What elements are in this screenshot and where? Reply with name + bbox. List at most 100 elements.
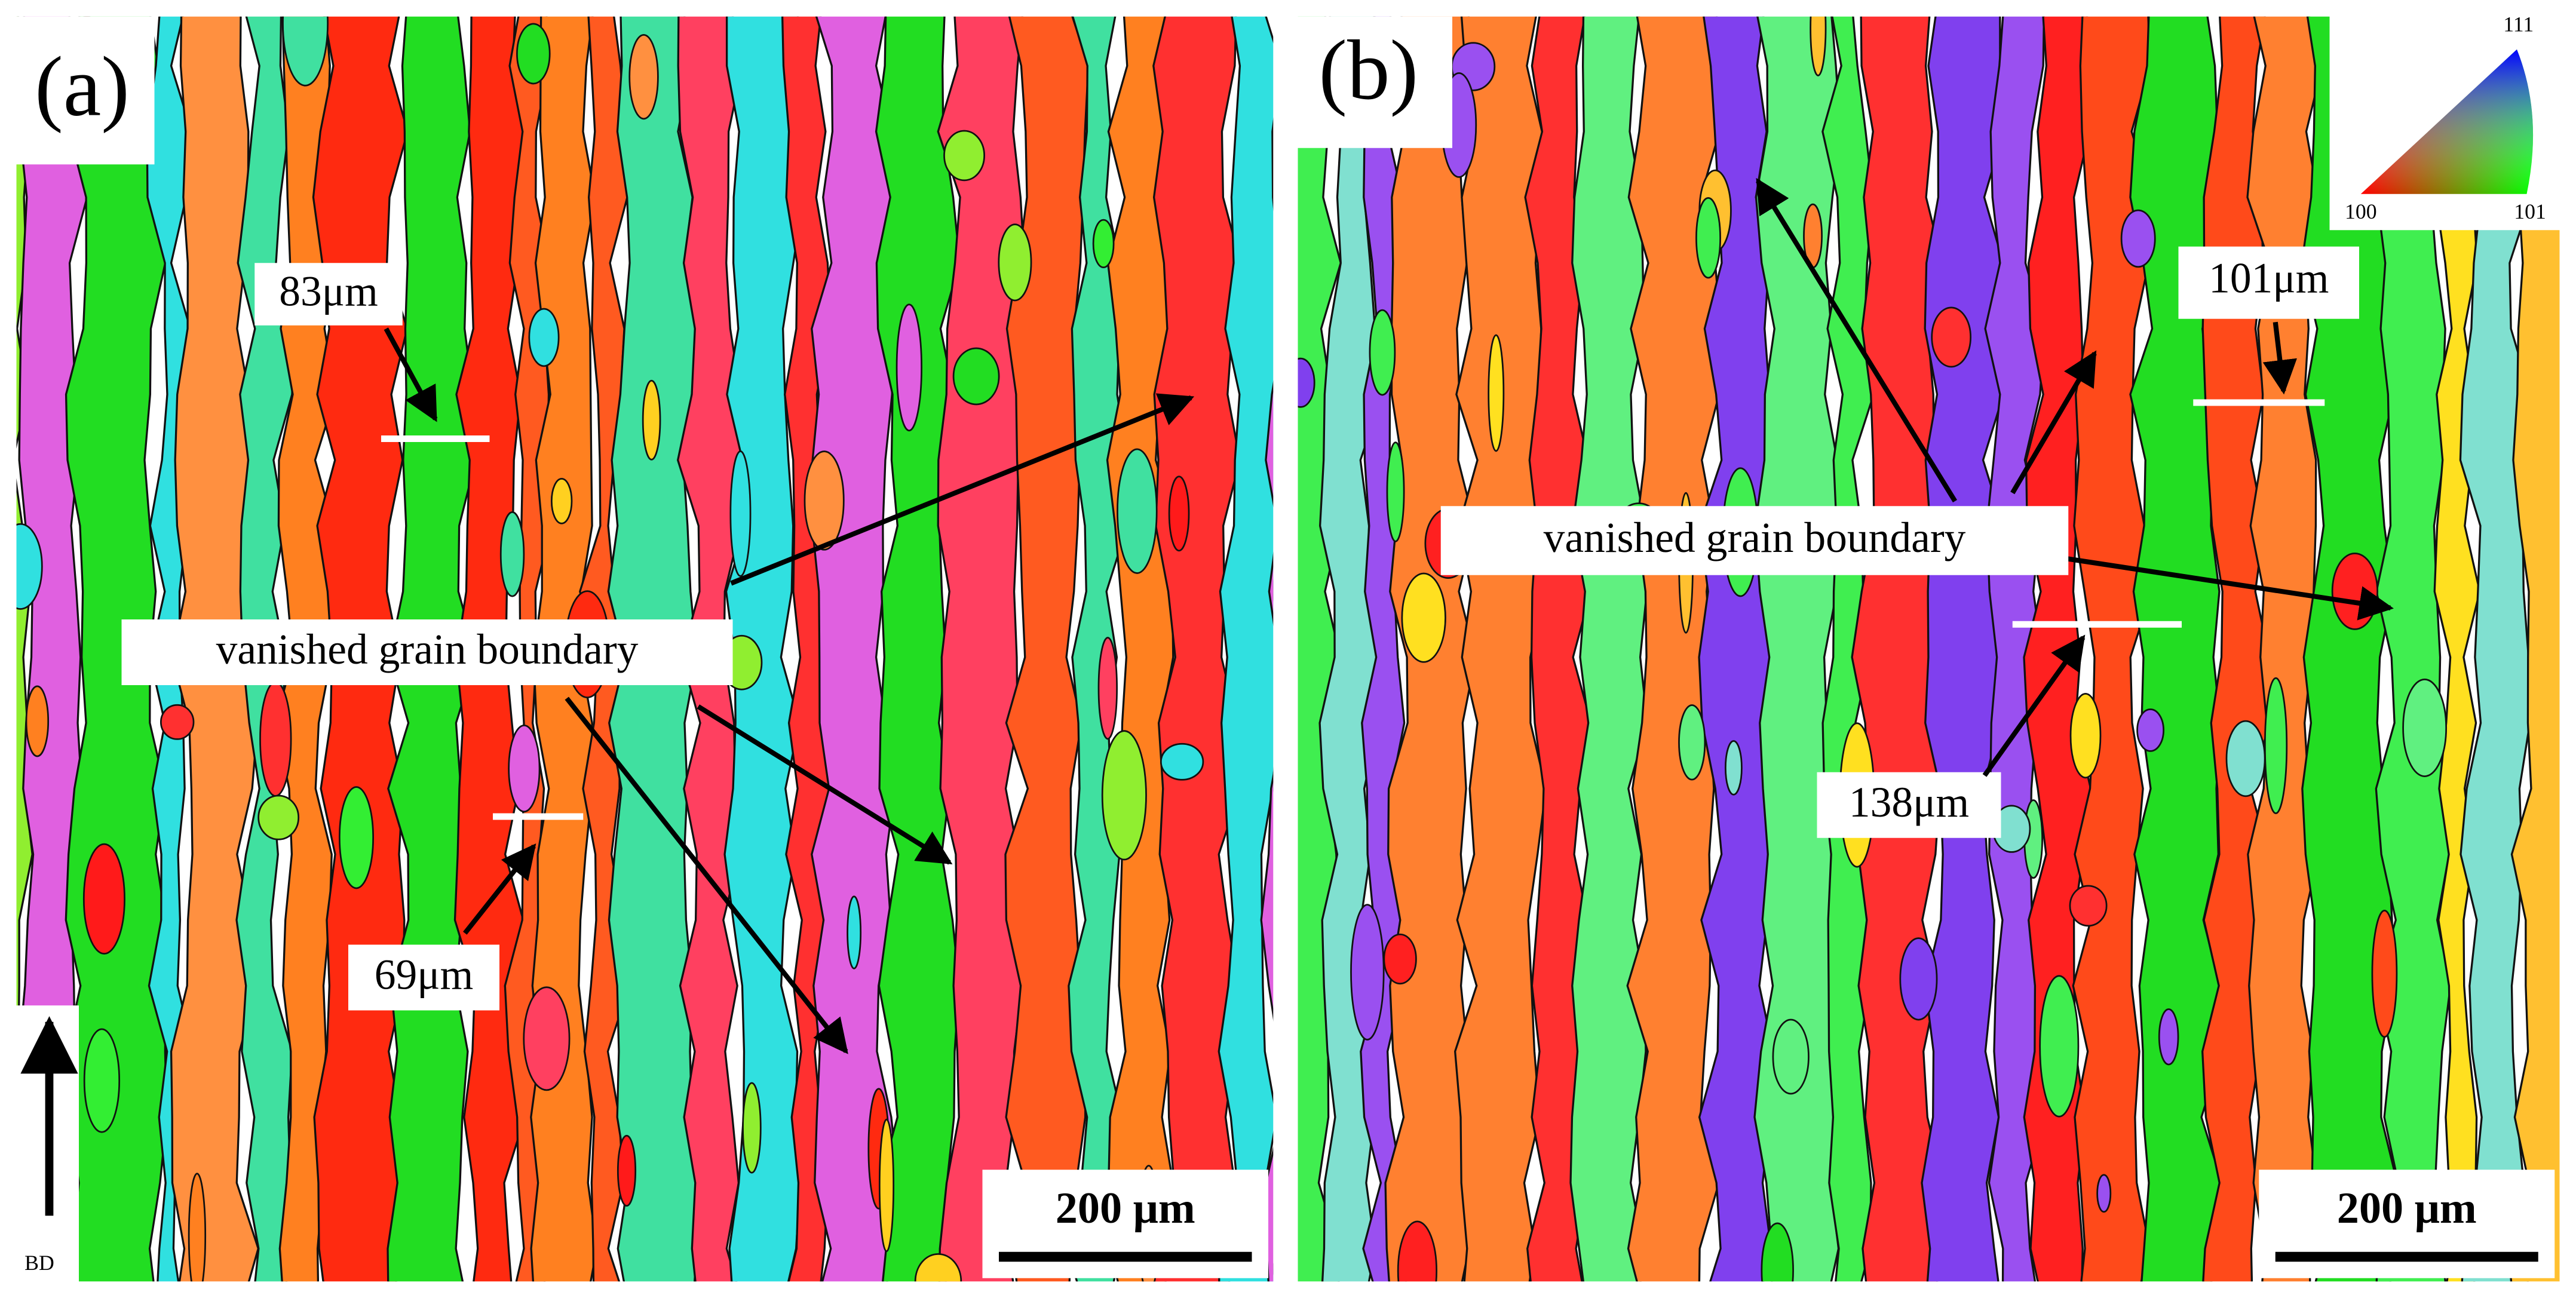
grain xyxy=(25,685,50,757)
grain xyxy=(1066,16,1128,1282)
ebsd-map-b xyxy=(1298,16,2560,1282)
arrow xyxy=(1982,634,2086,777)
grain xyxy=(2120,209,2156,268)
label-box xyxy=(1817,772,2001,838)
grain xyxy=(2136,708,2164,752)
grain xyxy=(952,347,1000,406)
grain xyxy=(83,1028,121,1133)
length-label: 138μm xyxy=(1849,779,1969,826)
grain xyxy=(1260,380,1274,1282)
length-label: 101μm xyxy=(2209,255,2329,302)
label-box xyxy=(2178,246,2359,319)
grain xyxy=(2402,678,2448,777)
label-box xyxy=(13,16,155,165)
arrow xyxy=(384,327,438,422)
annotation: vanished grain boundary xyxy=(216,626,639,673)
grain xyxy=(1397,1220,1438,1282)
panel-label: (b) xyxy=(1318,23,1418,117)
grain xyxy=(1401,572,1446,663)
ipf-label: 100 xyxy=(2345,200,2377,223)
grain xyxy=(1386,441,1405,542)
grain xyxy=(896,303,922,432)
arrow xyxy=(2010,350,2097,495)
grain xyxy=(508,724,541,813)
grain xyxy=(1160,742,1204,781)
ipf-triangle-overlay xyxy=(2360,49,2534,194)
grain xyxy=(1931,306,1972,368)
grain xyxy=(1350,904,1385,1041)
direction-label: BD xyxy=(24,1251,54,1275)
grain xyxy=(998,223,1032,302)
grain xyxy=(2069,885,2108,927)
ipf-label: 111 xyxy=(2503,12,2534,36)
grain xyxy=(642,379,661,461)
grain xyxy=(523,986,571,1091)
grain xyxy=(1092,219,1115,269)
grain xyxy=(1761,1222,1794,1282)
arrow xyxy=(697,704,953,865)
grain xyxy=(1569,16,1649,1282)
grain xyxy=(259,681,292,797)
panel-label: (a) xyxy=(35,39,130,134)
scale-label: 200 μm xyxy=(2337,1184,2477,1233)
label-box xyxy=(348,944,499,1011)
grain xyxy=(2158,1008,2179,1066)
grain xyxy=(943,130,986,182)
grain xyxy=(617,1134,637,1207)
grain xyxy=(1152,16,1242,1282)
annotation: vanished grain boundary xyxy=(1544,514,1966,561)
grain xyxy=(1488,334,1505,452)
grain xyxy=(804,450,845,551)
grain xyxy=(188,1173,207,1282)
grain xyxy=(16,523,43,610)
grain xyxy=(1097,637,1118,740)
grain xyxy=(1218,16,1274,1282)
grain xyxy=(847,895,862,969)
grain xyxy=(499,511,525,597)
grain xyxy=(1369,309,1396,396)
grain xyxy=(914,1253,962,1282)
grain xyxy=(1101,730,1147,861)
grain xyxy=(878,1118,895,1253)
grain xyxy=(2507,16,2560,1282)
length-label: 83μm xyxy=(279,268,378,315)
grain xyxy=(729,450,752,577)
label-box xyxy=(121,619,733,685)
grain xyxy=(82,843,125,955)
grain xyxy=(550,478,573,524)
length-label: 69μm xyxy=(375,952,473,999)
arrow xyxy=(1755,177,1958,503)
grain xyxy=(1753,16,1845,1282)
grain xyxy=(65,16,168,1282)
grain xyxy=(1117,448,1158,574)
grain xyxy=(528,308,560,367)
grain xyxy=(2371,909,2398,1038)
grain xyxy=(1168,475,1190,552)
grain xyxy=(160,704,195,740)
arrow xyxy=(2262,321,2298,395)
label-box xyxy=(1440,506,2069,575)
scale-label: 200 μm xyxy=(1056,1184,1195,1233)
arrow xyxy=(2066,556,2394,621)
grain xyxy=(1695,197,1721,279)
grain xyxy=(742,1082,762,1174)
grain xyxy=(1383,933,1417,985)
grain xyxy=(516,23,551,85)
grain xyxy=(2331,553,2378,630)
arrow xyxy=(565,696,848,1054)
grain xyxy=(628,33,659,120)
arrow xyxy=(463,843,536,935)
grain xyxy=(338,786,374,889)
grain xyxy=(2039,975,2080,1118)
grain xyxy=(2225,720,2266,797)
grain xyxy=(1899,937,1938,1021)
label-box xyxy=(254,263,403,326)
label-box xyxy=(1295,16,1452,148)
arrow xyxy=(730,393,1195,586)
grain xyxy=(1725,740,1743,796)
grain xyxy=(257,794,300,840)
grain xyxy=(1298,357,1315,408)
grain xyxy=(1678,704,1706,781)
